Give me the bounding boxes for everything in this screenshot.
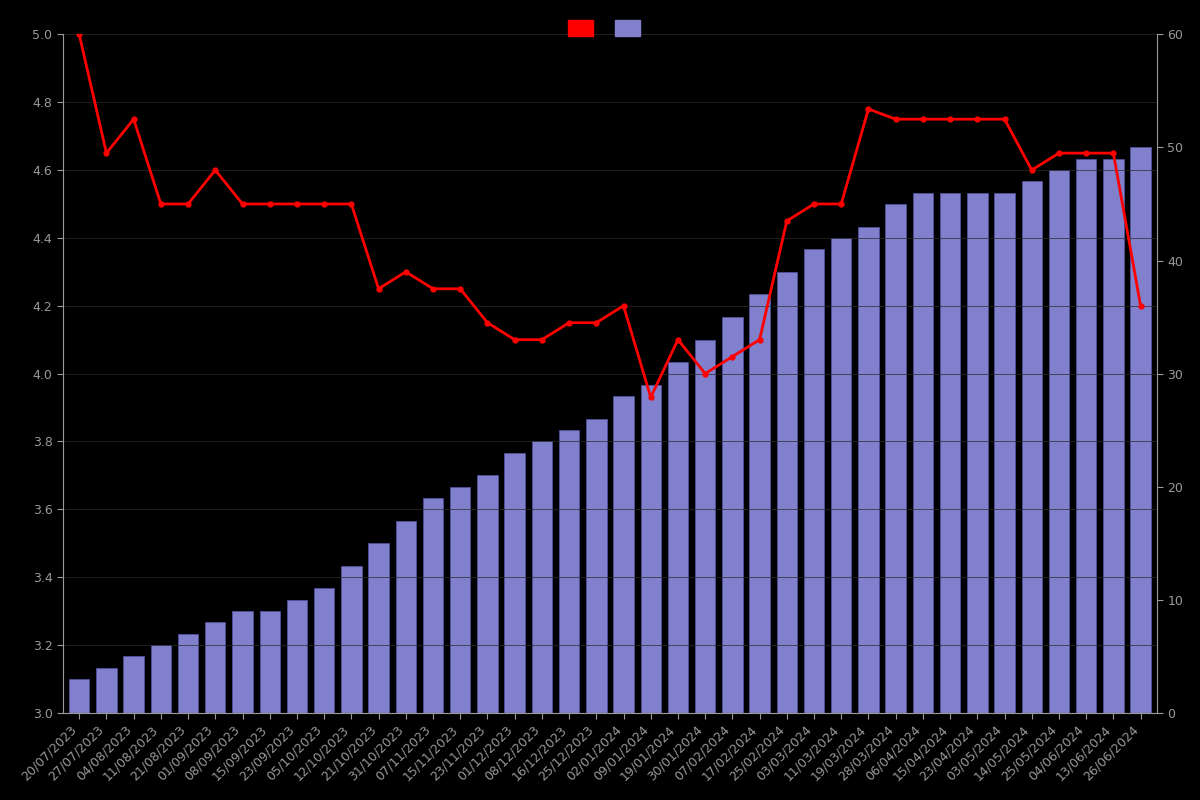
Bar [749,294,769,713]
Bar [804,250,824,713]
Bar [287,600,307,713]
Bar [667,362,688,713]
Bar [422,498,443,713]
Bar [995,193,1015,713]
Bar [478,475,498,713]
Bar [1103,158,1123,713]
Bar [504,453,524,713]
Bar [1049,170,1069,713]
Bar [776,272,797,713]
Bar [832,238,852,713]
Bar [314,589,335,713]
Bar [205,622,226,713]
Bar [450,486,470,713]
Bar [722,317,743,713]
Bar [1021,182,1042,713]
Legend: , : , [563,14,658,42]
Bar [70,679,90,713]
Bar [178,634,198,713]
Bar [940,193,960,713]
Bar [96,667,116,713]
Bar [233,611,253,713]
Bar [532,442,552,713]
Bar [124,656,144,713]
Bar [151,645,172,713]
Bar [886,204,906,713]
Bar [586,419,606,713]
Bar [913,193,934,713]
Bar [967,193,988,713]
Bar [858,226,878,713]
Bar [341,566,361,713]
Bar [1076,158,1097,713]
Bar [695,340,715,713]
Bar [613,396,634,713]
Bar [559,430,580,713]
Bar [396,521,416,713]
Bar [641,385,661,713]
Bar [1130,147,1151,713]
Bar [368,543,389,713]
Bar [259,611,280,713]
